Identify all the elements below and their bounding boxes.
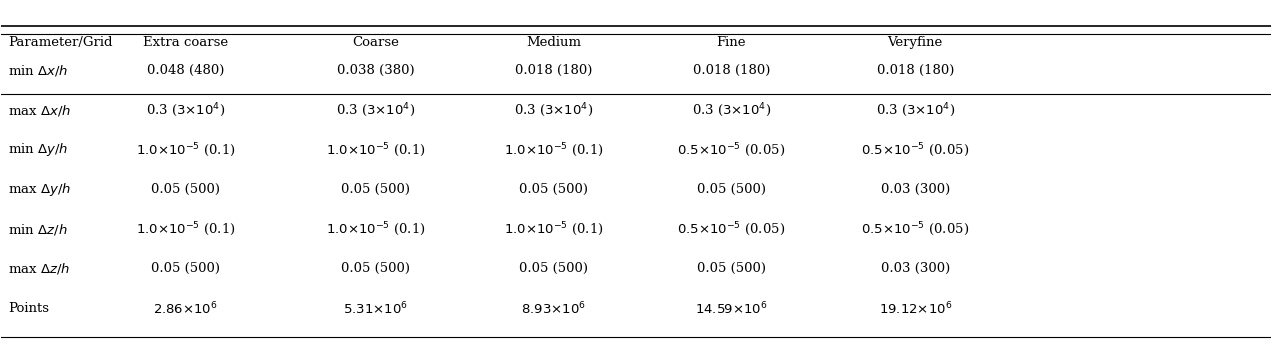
Text: $1.0{\times}10^{-5}$ (0.1): $1.0{\times}10^{-5}$ (0.1)	[136, 141, 235, 159]
Text: $0.5{\times}10^{-5}$ (0.05): $0.5{\times}10^{-5}$ (0.05)	[861, 141, 969, 159]
Text: Parameter/Grid: Parameter/Grid	[8, 36, 112, 49]
Text: min $\Delta y/h$: min $\Delta y/h$	[8, 141, 69, 158]
Text: 0.05 (500): 0.05 (500)	[519, 183, 588, 196]
Text: $0.5{\times}10^{-5}$ (0.05): $0.5{\times}10^{-5}$ (0.05)	[677, 141, 785, 159]
Text: $1.0{\times}10^{-5}$ (0.1): $1.0{\times}10^{-5}$ (0.1)	[136, 220, 235, 238]
Text: $14.59{\times}10^6$: $14.59{\times}10^6$	[695, 300, 767, 317]
Text: 0.048 (480): 0.048 (480)	[146, 64, 224, 77]
Text: Veryfine: Veryfine	[888, 36, 943, 49]
Text: $1.0{\times}10^{-5}$ (0.1): $1.0{\times}10^{-5}$ (0.1)	[504, 141, 603, 159]
Text: 0.05 (500): 0.05 (500)	[341, 183, 411, 196]
Text: min $\Delta z/h$: min $\Delta z/h$	[8, 222, 67, 237]
Text: 0.05 (500): 0.05 (500)	[697, 262, 766, 275]
Text: 0.018 (180): 0.018 (180)	[692, 64, 770, 77]
Text: 0.3 ($3{\times}10^4$): 0.3 ($3{\times}10^4$)	[146, 101, 225, 119]
Text: min $\Delta x/h$: min $\Delta x/h$	[8, 63, 69, 78]
Text: 0.3 ($3{\times}10^4$): 0.3 ($3{\times}10^4$)	[875, 101, 955, 119]
Text: $1.0{\times}10^{-5}$ (0.1): $1.0{\times}10^{-5}$ (0.1)	[326, 220, 426, 238]
Text: $1.0{\times}10^{-5}$ (0.1): $1.0{\times}10^{-5}$ (0.1)	[504, 220, 603, 238]
Text: 0.03 (300): 0.03 (300)	[880, 262, 950, 275]
Text: Points: Points	[8, 302, 48, 315]
Text: 0.03 (300): 0.03 (300)	[880, 183, 950, 196]
Text: 0.3 ($3{\times}10^4$): 0.3 ($3{\times}10^4$)	[514, 101, 593, 119]
Text: $0.5{\times}10^{-5}$ (0.05): $0.5{\times}10^{-5}$ (0.05)	[677, 220, 785, 238]
Text: 0.018 (180): 0.018 (180)	[515, 64, 593, 77]
Text: 0.05 (500): 0.05 (500)	[519, 262, 588, 275]
Text: $1.0{\times}10^{-5}$ (0.1): $1.0{\times}10^{-5}$ (0.1)	[326, 141, 426, 159]
Text: 0.05 (500): 0.05 (500)	[151, 262, 220, 275]
Text: $19.12{\times}10^6$: $19.12{\times}10^6$	[879, 300, 951, 317]
Text: 0.3 ($3{\times}10^4$): 0.3 ($3{\times}10^4$)	[336, 101, 416, 119]
Text: Fine: Fine	[716, 36, 745, 49]
Text: 0.038 (380): 0.038 (380)	[337, 64, 415, 77]
Text: Medium: Medium	[527, 36, 581, 49]
Text: 0.05 (500): 0.05 (500)	[697, 183, 766, 196]
Text: Coarse: Coarse	[352, 36, 399, 49]
Text: $2.86{\times}10^6$: $2.86{\times}10^6$	[153, 300, 218, 317]
Text: 0.05 (500): 0.05 (500)	[151, 183, 220, 196]
Text: max $\Delta x/h$: max $\Delta x/h$	[8, 103, 71, 118]
Text: max $\Delta y/h$: max $\Delta y/h$	[8, 181, 71, 198]
Text: max $\Delta z/h$: max $\Delta z/h$	[8, 261, 70, 276]
Text: $8.93{\times}10^6$: $8.93{\times}10^6$	[522, 300, 586, 317]
Text: $0.5{\times}10^{-5}$ (0.05): $0.5{\times}10^{-5}$ (0.05)	[861, 220, 969, 238]
Text: Extra coarse: Extra coarse	[142, 36, 228, 49]
Text: 0.05 (500): 0.05 (500)	[341, 262, 411, 275]
Text: 0.3 ($3{\times}10^4$): 0.3 ($3{\times}10^4$)	[692, 101, 771, 119]
Text: $5.31{\times}10^6$: $5.31{\times}10^6$	[343, 300, 408, 317]
Text: 0.018 (180): 0.018 (180)	[876, 64, 954, 77]
